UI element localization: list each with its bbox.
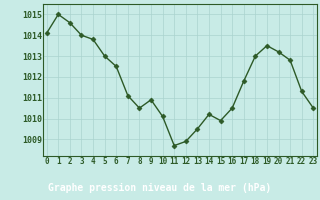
Text: Graphe pression niveau de la mer (hPa): Graphe pression niveau de la mer (hPa) xyxy=(48,183,272,193)
